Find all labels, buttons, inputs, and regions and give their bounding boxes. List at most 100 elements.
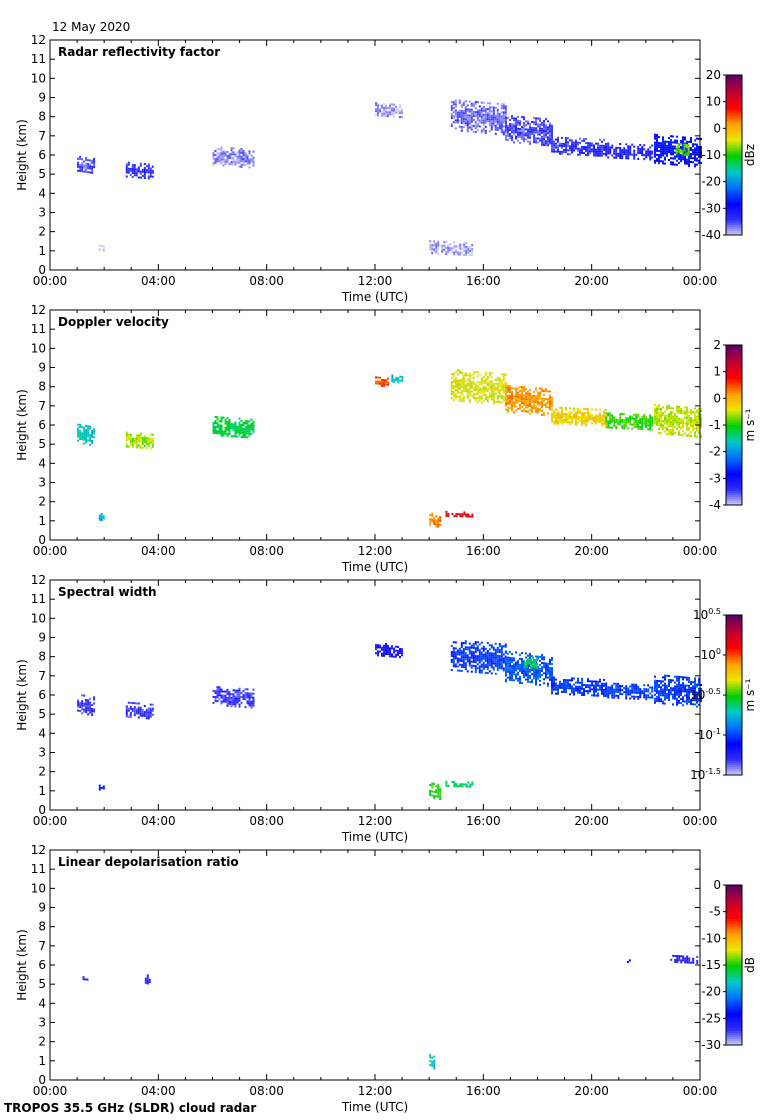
echo-cell	[139, 710, 142, 713]
echo-cell	[443, 242, 446, 245]
echo-cell	[686, 422, 688, 425]
colorbar-band	[726, 411, 742, 414]
echo-cell	[496, 108, 499, 111]
echo-cell	[672, 417, 674, 420]
echo-cell	[692, 691, 694, 694]
echo-cell	[619, 689, 622, 691]
echo-cell	[89, 159, 92, 162]
echo-cell	[429, 524, 432, 527]
echo-cell	[579, 685, 581, 688]
echo-cell	[509, 125, 511, 127]
echo-cell	[694, 165, 696, 168]
echo-cell	[91, 159, 94, 162]
colorbar-band	[726, 401, 742, 404]
echo-cell	[458, 125, 461, 128]
echo-cell	[83, 170, 86, 173]
echo-cell	[452, 655, 455, 658]
echo-cell	[224, 418, 227, 421]
echo-cell	[498, 391, 501, 394]
echo-cell	[482, 653, 485, 656]
echo-cell	[529, 134, 531, 137]
echo-cell	[625, 155, 628, 158]
echo-cell	[248, 420, 251, 423]
echo-cell	[551, 671, 553, 674]
echo-cell	[603, 412, 605, 415]
echo-cell	[670, 958, 673, 961]
echo-cell	[238, 151, 241, 154]
echo-cell	[218, 158, 221, 161]
echo-cell	[498, 667, 501, 670]
echo-cell	[686, 410, 688, 413]
colorbar-band	[726, 225, 742, 228]
echo-cell	[517, 123, 519, 126]
echo-cell	[595, 154, 597, 157]
echo-cell	[216, 686, 219, 689]
echo-cell	[573, 693, 575, 696]
echo-cell	[509, 650, 511, 653]
echo-cell	[226, 692, 229, 695]
echo-cell	[543, 404, 545, 406]
echo-cell	[621, 153, 624, 156]
echo-cell	[131, 708, 134, 710]
echo-cell	[535, 681, 537, 684]
echo-cell	[675, 150, 678, 153]
echo-cell	[474, 667, 477, 670]
echo-cell	[519, 403, 521, 406]
colorbar-band	[726, 397, 742, 400]
echo-cell	[244, 428, 247, 431]
echo-cell	[537, 411, 539, 414]
echo-cell	[509, 662, 511, 665]
echo-cell	[429, 518, 432, 521]
colorbar-band	[726, 483, 742, 486]
echo-cell	[429, 1060, 432, 1063]
colorbar-band	[726, 665, 742, 668]
echo-cell	[505, 124, 507, 127]
echo-cell	[690, 137, 692, 139]
echo-cell	[504, 383, 507, 386]
echo-cell	[601, 682, 603, 685]
echo-cell	[664, 426, 666, 429]
echo-cell	[694, 159, 696, 162]
echo-cell	[579, 151, 581, 154]
echo-cell	[480, 657, 483, 660]
echo-cell	[515, 127, 517, 130]
echo-cell	[645, 150, 648, 153]
echo-cell	[468, 380, 471, 383]
colorbar-band	[726, 773, 742, 776]
echo-cell	[589, 144, 591, 147]
echo-cell	[83, 438, 86, 441]
echo-cell	[694, 147, 696, 150]
echo-cell	[643, 144, 646, 147]
echo-cell	[658, 690, 660, 693]
echo-cell	[393, 651, 395, 654]
echo-cell	[539, 683, 541, 686]
echo-cell	[456, 653, 459, 656]
echo-cell	[615, 694, 618, 697]
x-tick-label: 04:00	[141, 544, 176, 558]
echo-cell	[633, 423, 636, 426]
echo-cell	[453, 783, 456, 786]
echo-cell	[387, 107, 389, 110]
echo-cell	[456, 117, 459, 120]
colorbar-band	[726, 741, 742, 744]
colorbar-tick-label: -2	[709, 445, 721, 459]
echo-cell	[377, 376, 379, 379]
y-tick-label: 10	[31, 341, 46, 355]
echo-cell	[212, 429, 215, 432]
echo-cell	[527, 140, 529, 143]
echo-cell	[474, 113, 477, 116]
echo-cell	[494, 132, 497, 135]
echo-cell	[678, 153, 680, 156]
echo-cell	[585, 412, 587, 415]
echo-cell	[513, 119, 515, 122]
x-axis-label: Time (UTC)	[341, 290, 408, 304]
echo-cell	[690, 153, 692, 155]
echo-cell	[486, 116, 489, 119]
echo-cell	[623, 427, 626, 430]
echo-cell	[587, 690, 589, 693]
echo-cell	[462, 662, 465, 665]
echo-cell	[214, 154, 217, 156]
echo-cell	[551, 408, 553, 411]
echo-cell	[698, 689, 700, 692]
